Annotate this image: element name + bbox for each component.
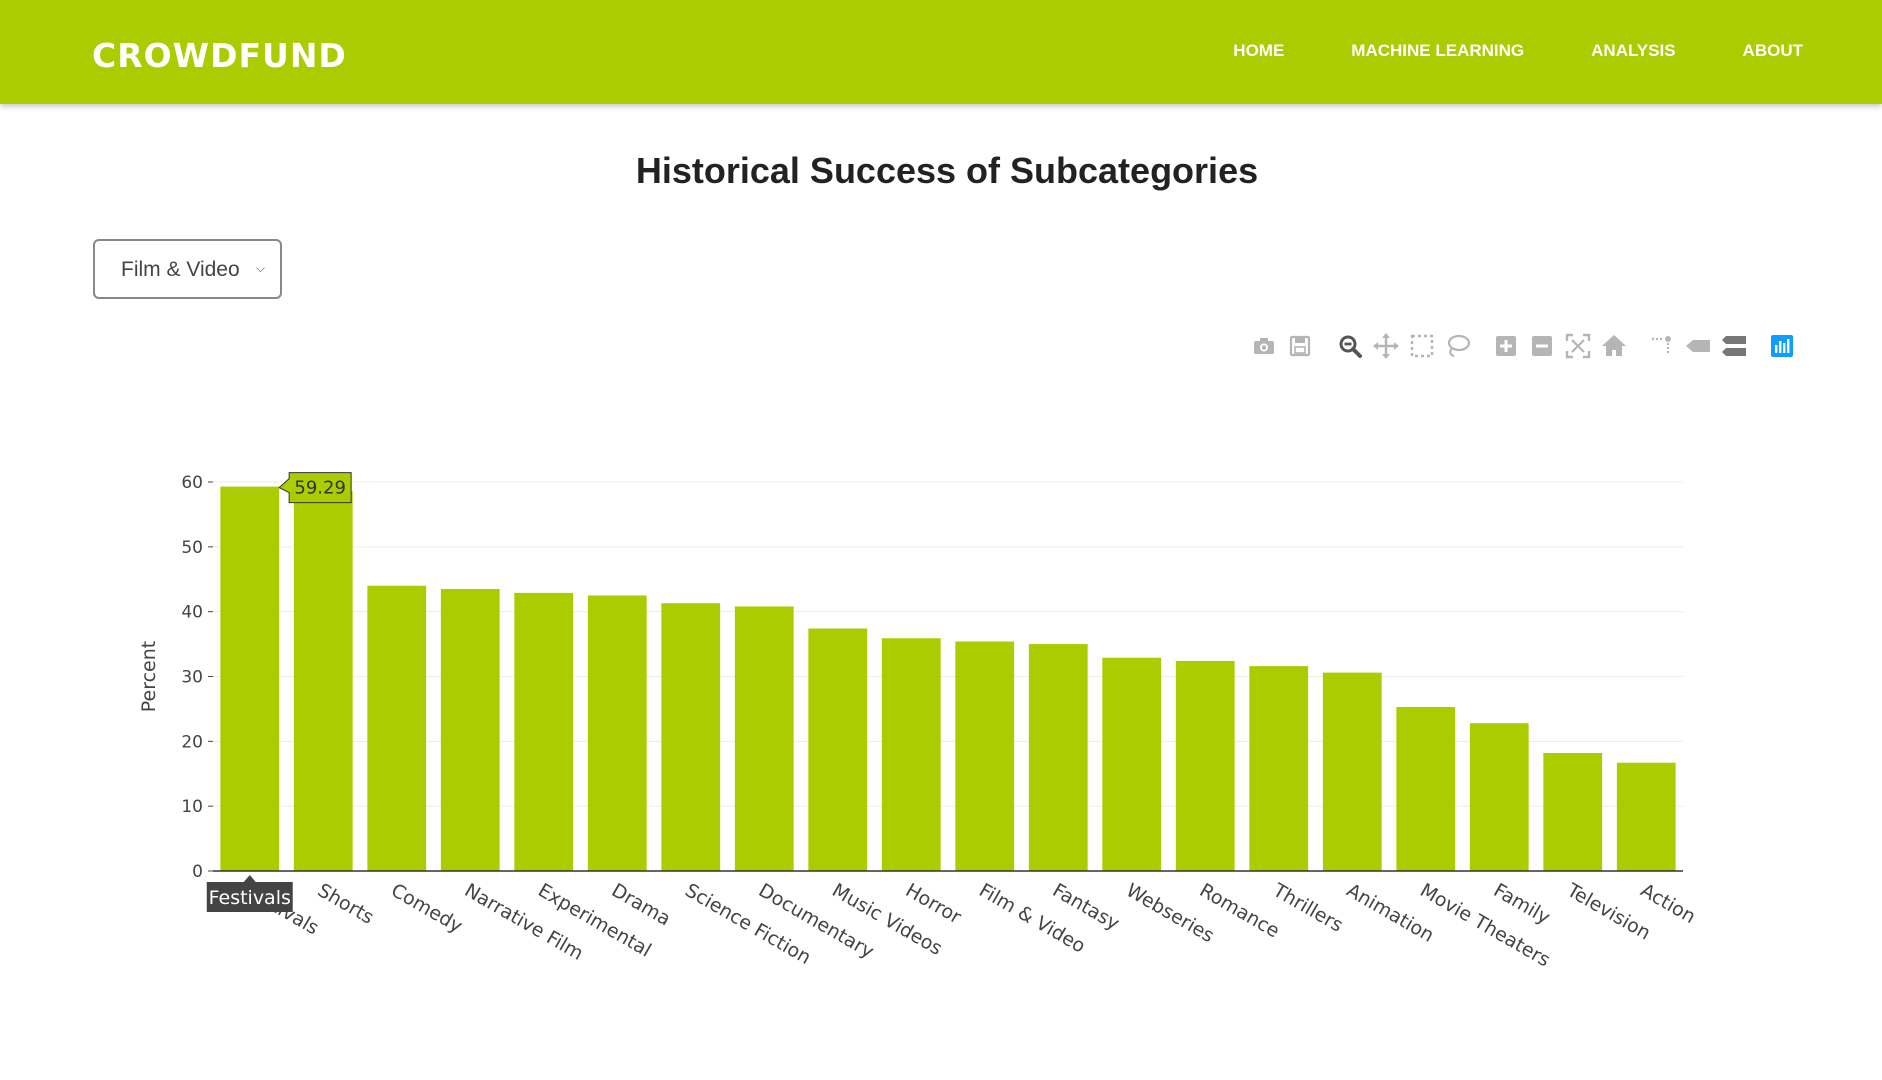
- bar: [1543, 753, 1603, 871]
- autoscale-icon[interactable]: [1564, 331, 1592, 361]
- camera-icon[interactable]: [1250, 331, 1278, 361]
- y-tick-label: 10: [181, 797, 203, 817]
- bar: [1102, 657, 1162, 871]
- x-tick-label: Movie Theaters: [1416, 879, 1554, 971]
- category-select-value: Film & Video: [121, 258, 240, 281]
- box-select-icon[interactable]: [1408, 331, 1436, 361]
- hover-category-pointer: [243, 875, 256, 882]
- y-axis-title: Percent: [138, 641, 160, 713]
- hover-value-label: 59.29: [294, 478, 346, 499]
- nav-links: HOME MACHINE LEARNING ANALYSIS ABOUT: [1233, 41, 1803, 61]
- bar: [661, 603, 721, 871]
- x-tick-label: Television: [1562, 879, 1654, 945]
- bar: [514, 592, 574, 871]
- x-tick-label: Comedy: [387, 879, 466, 937]
- save-icon[interactable]: [1286, 331, 1314, 361]
- y-tick-label: 60: [181, 473, 203, 493]
- page-title: Historical Success of Subcategories: [635, 150, 1259, 191]
- bar: [1175, 660, 1235, 871]
- hover-closest-icon[interactable]: [1684, 331, 1712, 361]
- bar: [293, 491, 353, 871]
- reset-axes-icon[interactable]: [1600, 331, 1628, 361]
- y-tick-label: 20: [181, 732, 203, 752]
- zoom-in-icon[interactable]: [1492, 331, 1520, 361]
- x-tick-label: Shorts: [314, 879, 378, 928]
- brand-logo[interactable]: CROWDFUND: [92, 36, 347, 75]
- y-tick-label: 50: [181, 538, 203, 558]
- bar: [440, 588, 500, 871]
- navbar: CROWDFUND HOME MACHINE LEARNING ANALYSIS…: [0, 0, 1882, 104]
- bar: [1249, 666, 1309, 871]
- category-select[interactable]: Film & Video ⌵: [93, 239, 282, 299]
- hover-compare-icon[interactable]: [1720, 331, 1748, 361]
- hover-category-label: Festivals: [209, 887, 291, 909]
- bar: [220, 486, 280, 871]
- nav-link-analysis[interactable]: ANALYSIS: [1591, 41, 1676, 60]
- x-tick-label: Science Fiction: [681, 879, 814, 969]
- bar: [734, 606, 794, 871]
- bar: [1469, 723, 1529, 871]
- bar: [1322, 672, 1382, 871]
- plotly-logo-icon[interactable]: [1768, 331, 1796, 361]
- lasso-icon[interactable]: [1444, 331, 1472, 361]
- y-tick-label: 0: [192, 862, 203, 882]
- bar: [1396, 706, 1456, 871]
- nav-link-home[interactable]: HOME: [1233, 41, 1285, 60]
- bar: [955, 641, 1015, 871]
- spike-lines-icon[interactable]: [1648, 331, 1676, 361]
- pan-icon[interactable]: [1372, 331, 1400, 361]
- y-tick-label: 40: [181, 603, 203, 623]
- nav-link-machine-learning[interactable]: MACHINE LEARNING: [1351, 41, 1525, 60]
- hover-category-box: [206, 882, 293, 912]
- zoom-out-icon[interactable]: [1528, 331, 1556, 361]
- y-tick-label: 30: [181, 668, 203, 688]
- bar: [808, 628, 868, 871]
- bar: [367, 585, 427, 871]
- bar: [1028, 644, 1088, 871]
- bar: [587, 595, 647, 871]
- zoom-icon[interactable]: [1336, 331, 1364, 361]
- hover-value-box: [278, 472, 352, 504]
- chevron-down-icon: ⌵: [255, 261, 265, 275]
- bar: [1616, 762, 1676, 871]
- nav-link-about[interactable]: ABOUT: [1742, 41, 1803, 60]
- bar: [881, 638, 941, 871]
